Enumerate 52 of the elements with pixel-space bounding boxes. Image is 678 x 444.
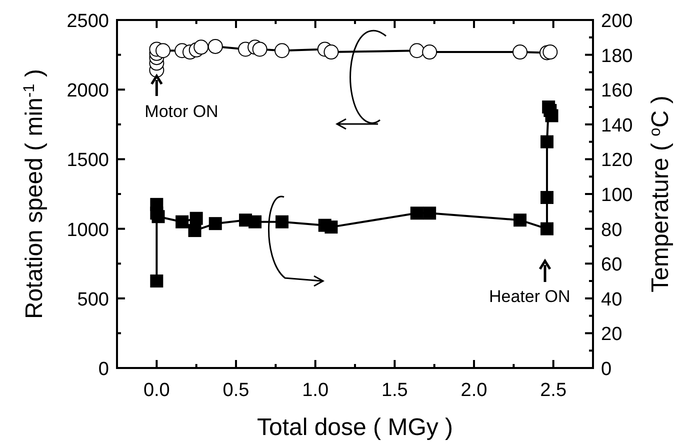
point [188,224,202,238]
point [190,212,203,225]
point [274,43,290,58]
point [422,44,438,60]
y2-tick-label: 100 [601,185,633,206]
y-tick-label: 0 [98,359,109,380]
y2-tick-label: 80 [601,220,622,241]
point [208,217,222,230]
point [540,135,554,148]
point [150,274,164,288]
x-axis-title: Total dose ( MGy ) [256,414,454,441]
y2-tick-label: 0 [601,359,612,380]
point [252,42,268,57]
point [545,109,558,122]
x-tick-label: 2.0 [460,380,488,401]
y2-tick-label: 200 [601,11,633,32]
point [152,210,165,224]
point [324,220,338,234]
point [540,222,554,236]
point [409,43,424,58]
y2-tick-label: 160 [601,80,633,102]
y-tick-label: 500 [77,289,109,310]
x-tick-label: 2.5 [540,380,567,401]
y-tick-label: 1000 [66,220,109,241]
point [423,206,436,220]
x-tick-label: 0.5 [222,380,250,401]
y2-tick-label: 40 [601,289,622,310]
point [540,190,554,204]
point [542,44,558,60]
y2-tick-label: 60 [601,254,622,276]
y-tick-label: 2000 [66,80,109,102]
annotation: Motor ON [144,102,218,121]
point [514,214,527,227]
point [410,206,424,220]
y-tick-label: 2500 [66,11,109,32]
y2-tick-label: 180 [601,46,633,67]
point [324,44,339,60]
annotation: Heater ON [489,287,570,306]
point [248,215,262,228]
point [176,215,189,228]
point [194,40,209,55]
y2-tick-label: 120 [601,150,633,172]
point [276,215,289,228]
point [512,44,528,60]
x-tick-label: 1.5 [381,380,408,401]
y2-tick-label: 20 [601,324,622,346]
point [156,43,171,58]
y2-tick-label: 140 [601,115,633,136]
y-tick-label: 1500 [66,150,109,172]
point [208,38,223,54]
x-tick-label: 0.0 [143,380,170,401]
x-tick-label: 1.0 [302,380,329,401]
